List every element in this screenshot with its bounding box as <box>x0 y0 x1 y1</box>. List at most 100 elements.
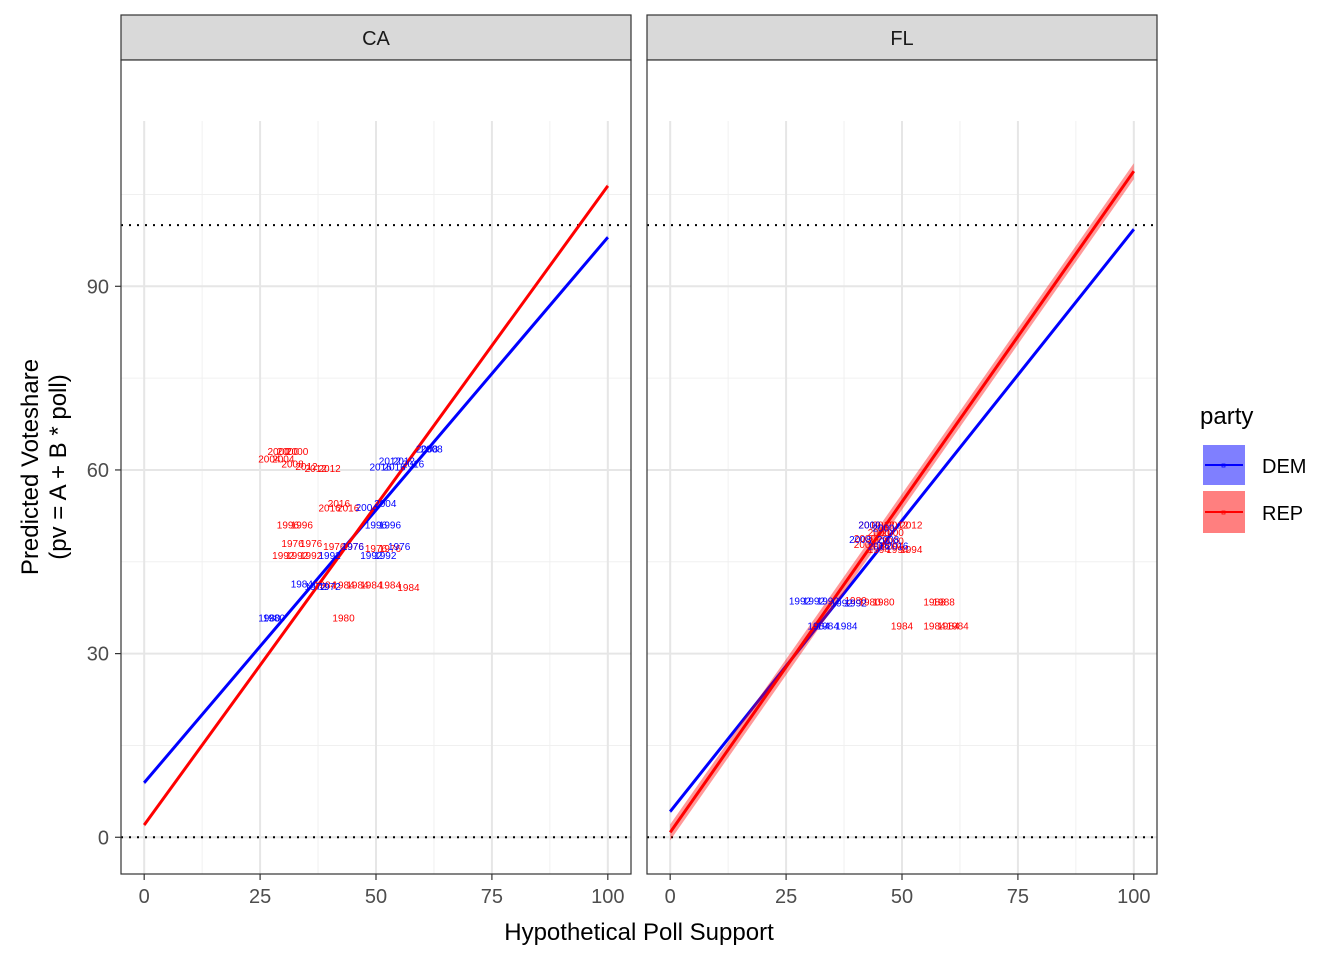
point-label-rep: 1984 <box>891 622 914 633</box>
point-label-rep: 1976 <box>323 542 346 553</box>
x-axis-title: Hypothetical Poll Support <box>504 919 774 946</box>
legend-label-rep: REP <box>1262 503 1303 525</box>
point-label-rep: 2012 <box>295 462 318 473</box>
legend-key-point-dem <box>1221 463 1226 468</box>
point-label-dem: 1992 <box>789 596 812 607</box>
point-label-rep: 1992 <box>272 551 295 562</box>
point-label-dem: 1992 <box>360 551 383 562</box>
point-label-dem: 1980 <box>263 614 286 625</box>
point-label-rep: 1992 <box>286 551 309 562</box>
point-label-rep: 1988 <box>923 598 946 609</box>
y-axis-title-line2: (pv = A + B * poll) <box>45 374 72 559</box>
point-label-rep: 1984 <box>360 581 383 592</box>
x-axis-ca: 0 25 50 75 100 <box>139 874 625 908</box>
point-label-dem: 1984 <box>835 622 858 633</box>
x-tick-label: 50 <box>365 886 387 908</box>
point-label-dem: 2016 <box>370 462 393 473</box>
x-tick-label: 25 <box>775 886 797 908</box>
facet-strip-label-fl: FL <box>890 28 913 50</box>
point-label-dem: 1992 <box>845 598 868 609</box>
point-label-dem: 1984 <box>817 622 840 633</box>
point-label-rep: 1984 <box>923 622 946 633</box>
x-tick-label: 50 <box>891 886 913 908</box>
point-label-dem: 2008 <box>877 535 900 546</box>
y-axis-title-line1: Predicted Voteshare <box>17 359 44 575</box>
fit-lines-fl <box>668 163 1136 841</box>
reference-lines-fl <box>647 224 1157 839</box>
x-tick-label: 100 <box>1117 886 1150 908</box>
fit-line-dem <box>143 236 609 784</box>
point-label-dem: 1976 <box>388 542 411 553</box>
point-label-rep: 1984 <box>947 622 970 633</box>
point-label-rep: 2000 <box>868 536 891 547</box>
reference-lines-ca <box>121 224 631 839</box>
fit-line-dem <box>669 228 1135 813</box>
point-label-rep: 2008 <box>281 459 304 470</box>
point-label-rep: 2000 <box>868 528 891 539</box>
point-label-dem: 1972 <box>319 582 342 593</box>
legend: party DEM REP <box>1200 403 1306 533</box>
point-label-rep: 2004 <box>854 540 877 551</box>
y-tick-label: 0 <box>98 827 109 849</box>
grid-ca <box>121 121 631 874</box>
point-label-rep: 1976 <box>300 539 323 550</box>
x-tick-label: 25 <box>249 886 271 908</box>
point-label-rep: 2012 <box>900 521 923 532</box>
point-label-rep: 2016 <box>319 503 342 514</box>
fit-line-rep <box>142 185 610 826</box>
point-label-dem: 2012 <box>393 456 416 467</box>
y-axis: 0 30 60 90 <box>87 276 121 849</box>
legend-title: party <box>1200 403 1253 430</box>
point-label-rep: 2012 <box>305 464 328 475</box>
point-label-rep: 1984 <box>346 581 369 592</box>
point-label-rep: 2000 <box>854 534 877 545</box>
y-tick-label: 30 <box>87 644 109 666</box>
legend-label-dem: DEM <box>1262 456 1306 478</box>
facet-strip-ca <box>120 14 632 61</box>
point-label-rep: 2012 <box>872 521 895 532</box>
point-label-dem: 2000 <box>858 521 881 532</box>
point-label-rep: 1980 <box>332 614 355 625</box>
point-label-rep: 2004 <box>882 541 905 552</box>
point-label-dem: 1996 <box>379 521 402 532</box>
point-label-rep: 2004 <box>272 454 295 465</box>
point-label-rep: 1976 <box>281 539 304 550</box>
point-label-rep: 1994 <box>900 545 923 556</box>
point-label-rep: 1976 <box>379 544 402 555</box>
x-tick-label: 75 <box>481 886 503 908</box>
point-label-rep: 1984 <box>379 581 402 592</box>
point-label-rep: 2012 <box>858 521 881 532</box>
point-label-rep: 1980 <box>872 598 895 609</box>
point-label-rep: 1984 <box>332 581 355 592</box>
point-label-dem: 1992 <box>817 596 840 607</box>
point-label-dem: 1992 <box>374 551 397 562</box>
fit-lines-ca <box>142 184 610 827</box>
point-label-dem: 1996 <box>365 521 388 532</box>
x-tick-label: 100 <box>591 886 624 908</box>
point-label-rep: 1984 <box>397 583 420 594</box>
point-labels-fl: 2012201220122012200020002000200020002004… <box>789 521 969 633</box>
point-label-dem: 2008 <box>421 445 444 456</box>
point-labels-ca: 2000200020002004200420082012201220122016… <box>258 445 443 625</box>
point-label-rep: 2004 <box>868 541 891 552</box>
point-label-rep: 1984 <box>314 581 337 592</box>
legend-item-rep: REP <box>1203 491 1303 533</box>
point-label-dem: 2008 <box>849 535 872 546</box>
point-label-rep: 2004 <box>258 454 281 465</box>
point-label-rep: 1996 <box>277 521 300 532</box>
point-label-dem: 1992 <box>831 598 854 609</box>
point-label-dem: 2016 <box>383 462 406 473</box>
point-label-rep: 2016 <box>328 499 351 510</box>
x-tick-label: 0 <box>139 886 150 908</box>
point-label-dem: 2016 <box>886 541 909 552</box>
point-label-dem: 1980 <box>258 614 281 625</box>
grid-fl <box>647 121 1157 874</box>
point-label-dem: 1984 <box>807 622 830 633</box>
point-label-dem: 2012 <box>379 456 402 467</box>
point-label-rep: 1976 <box>342 542 365 553</box>
point-label-dem: 2004 <box>374 499 397 510</box>
x-tick-label: 0 <box>665 886 676 908</box>
point-label-rep: 1984 <box>937 622 960 633</box>
point-label-rep: 2000 <box>268 447 291 458</box>
point-label-dem: 1972 <box>305 582 328 593</box>
